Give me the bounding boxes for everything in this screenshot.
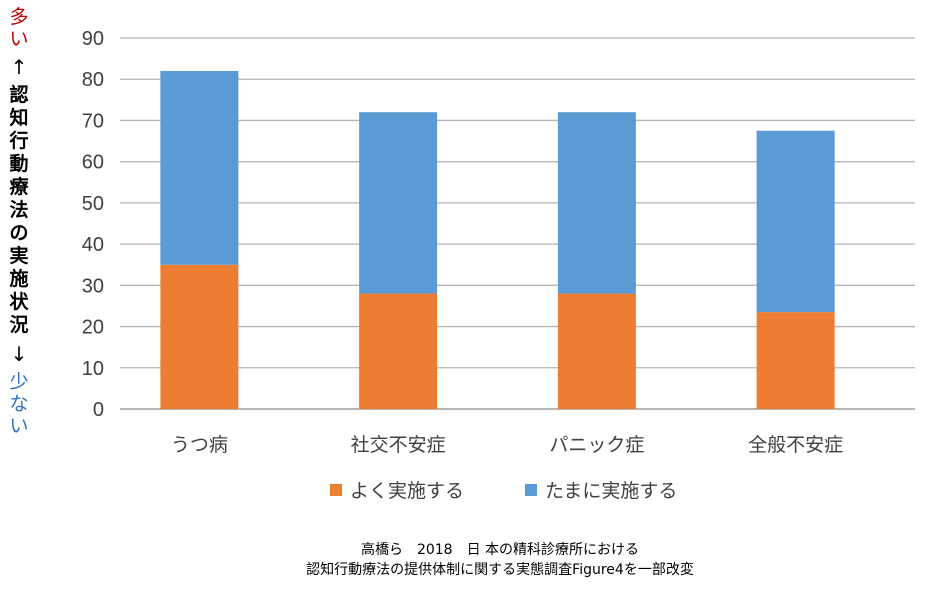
arrow-down-icon: ↓ [10,342,28,366]
y-axis-low-char: い [9,415,29,437]
y-tick-label: 20 [82,317,104,339]
caption-line-2: 認知行動療法の提供体制に関する実態調査Figure4を一部改変 [306,562,694,578]
bar-segment-often [557,293,636,409]
bar-segment-often [756,312,835,409]
y-tick-label: 0 [93,399,104,421]
legend-label: よく実施する [350,480,464,502]
arrow-up-icon: ↑ [10,55,28,79]
y-tick-label: 60 [82,152,104,174]
y-axis-title-char: 療 [9,176,29,198]
y-axis-high-label: 多い [6,6,32,50]
bar-segment-often [359,293,438,409]
y-axis-title-char: 施 [9,268,29,290]
y-axis-title-char: 実 [9,245,29,267]
y-axis-title-char: 知 [9,107,29,129]
y-axis-title-char: の [9,222,29,244]
x-tick-label: 全般不安症 [748,434,843,456]
y-axis-title-char: 状 [9,291,29,313]
y-axis-label: 多い ↑ 認知行動療法の実施状況 ↓ 少ない [6,6,32,437]
x-tick-label: うつ病 [171,434,228,456]
y-tick-label: 80 [82,69,104,91]
x-tick-label: パニック症 [549,434,644,456]
y-axis-title: 認知行動療法の実施状況 [6,84,32,337]
legend-swatch [525,484,537,496]
caption-line-1: 高橋ら 2018 日 本の精科診療所における [360,542,640,558]
bar-segment-sometimes [557,112,636,294]
x-tick-label: 社交不安症 [351,434,446,456]
figure-caption: 高橋ら 2018 日 本の精科診療所における 認知行動療法の提供体制に関する実態… [200,540,800,580]
y-axis-high-char: 多 [9,6,29,28]
y-axis-low-char: な [9,393,29,415]
y-axis-title-char: 動 [9,153,29,175]
bar-segment-often [160,264,239,409]
y-axis-title-char: 況 [9,314,29,336]
y-axis-low-label: 少ない [6,371,32,437]
y-tick-label: 40 [82,234,104,256]
bar-segment-sometimes [756,130,835,313]
y-axis-title-char: 行 [9,130,29,152]
y-axis-high-char: い [9,28,29,50]
y-axis-title-char: 法 [9,199,29,221]
y-tick-label: 70 [82,110,104,132]
y-tick-label: 30 [82,275,104,297]
bar-segment-sometimes [160,70,239,265]
y-tick-label: 50 [82,193,104,215]
bar-segment-sometimes [359,112,438,294]
y-axis-low-char: 少 [9,371,29,393]
legend-swatch [330,484,342,496]
y-axis-title-char: 認 [9,84,29,106]
legend-label: たまに実施する [545,480,677,502]
y-tick-label: 10 [82,358,104,380]
stacked-bar-chart: 0 10 20 30 40 50 60 70 80 90 うつ病 社交不安症 パニック症 全般不安症よく実… [82,28,915,502]
y-tick-label: 90 [82,28,104,50]
